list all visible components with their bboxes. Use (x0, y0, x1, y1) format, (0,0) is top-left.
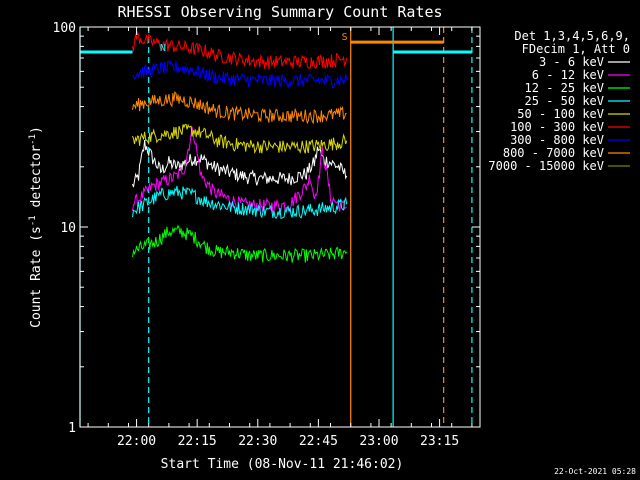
legend-label-1: 6 - 12 keV (532, 68, 604, 82)
legend-label-3: 25 - 50 keV (525, 94, 604, 108)
legend-header-line-1: Det 1,3,4,5,6,9, (514, 29, 630, 43)
y-axis-label: Count Rate (s-1 detector-1) (28, 126, 44, 328)
series-line-5 (132, 31, 348, 70)
y-ticks: 1 10 100 (53, 21, 480, 436)
legend-label-5: 100 - 300 keV (510, 120, 604, 134)
legend-label-6: 300 - 800 keV (510, 133, 604, 147)
x-tick-label-1: 22:15 (178, 434, 217, 449)
series-line-1 (132, 126, 347, 214)
orbit-flag-lines (79, 27, 473, 427)
plot-area: NS (79, 26, 481, 428)
series-line-3 (132, 185, 348, 220)
legend-label-7: 800 - 7000 keV (503, 146, 604, 160)
x-axis-label: Start Time (08-Nov-11 21:46:02) (161, 457, 404, 472)
y-tick-label-0: 1 (68, 421, 76, 436)
legend-label-8: 7000 - 15000 keV (488, 159, 604, 173)
chart-title: RHESSI Observing Summary Count Rates (117, 3, 442, 21)
plot-frame (79, 26, 481, 428)
x-tick-label-4: 23:00 (359, 434, 398, 449)
legend: Det 1,3,4,5,6,9, FDecim 1, Att 0 3 - 6 k… (488, 29, 630, 173)
series-line-0 (132, 139, 348, 188)
generation-timestamp: 22-Oct-2021 05:28 (554, 467, 636, 476)
legend-label-0: 3 - 6 keV (539, 55, 604, 69)
x-tick-label-3: 22:45 (299, 434, 338, 449)
y-tick-label-2: 100 (53, 21, 76, 36)
series-line-7 (132, 90, 347, 125)
legend-label-4: 50 - 100 keV (517, 107, 604, 121)
x-ticks: 22:00 22:15 22:30 22:45 23:00 23:15 (87, 27, 473, 449)
x-tick-label-0: 22:00 (117, 434, 156, 449)
flag-letter-1: S (342, 32, 348, 43)
legend-header-line-2: FDecim 1, Att 0 (522, 42, 630, 56)
flag-letter-0: N (160, 43, 166, 54)
series-lines (132, 31, 348, 263)
series-line-2 (132, 224, 348, 263)
series-line-6 (132, 59, 348, 89)
series-line-4 (132, 123, 348, 154)
x-tick-label-5: 23:15 (420, 434, 459, 449)
flag-bars: NS (80, 32, 472, 54)
x-tick-label-2: 22:30 (238, 434, 277, 449)
legend-label-2: 12 - 25 keV (525, 81, 604, 95)
y-tick-label-1: 10 (60, 221, 76, 236)
